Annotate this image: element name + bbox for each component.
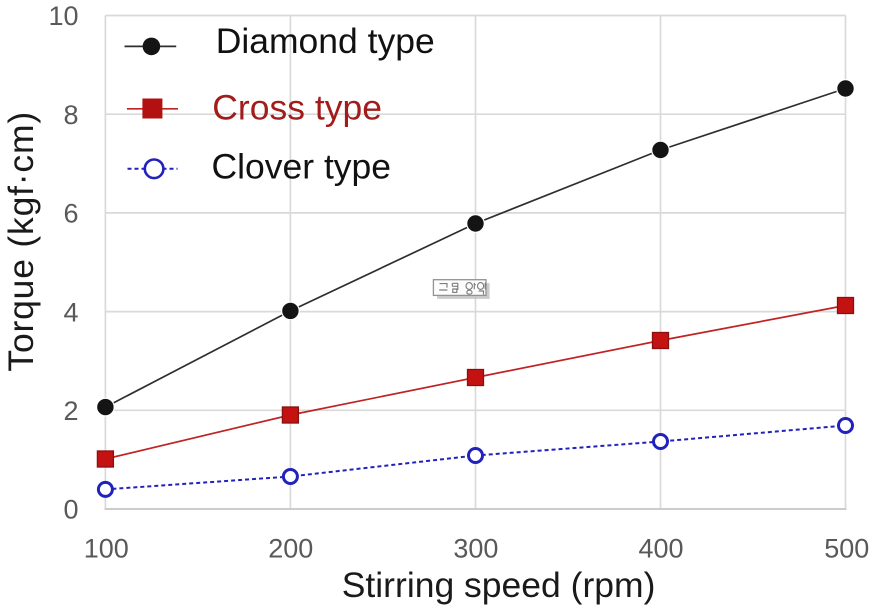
- svg-text:400: 400: [638, 534, 683, 564]
- svg-text:200: 200: [268, 534, 313, 564]
- svg-text:Stirring speed (rpm): Stirring speed (rpm): [342, 565, 656, 605]
- svg-text:Clover type: Clover type: [212, 147, 392, 187]
- svg-text:100: 100: [84, 534, 129, 564]
- svg-text:10: 10: [48, 1, 78, 31]
- svg-text:2: 2: [63, 396, 78, 426]
- svg-text:Cross type: Cross type: [212, 88, 382, 128]
- svg-text:Diamond type: Diamond type: [216, 21, 435, 61]
- svg-text:4: 4: [63, 297, 78, 327]
- svg-text:0: 0: [63, 495, 78, 525]
- svg-text:Torque (kgf·cm): Torque (kgf·cm): [1, 111, 41, 372]
- svg-text:8: 8: [63, 100, 78, 130]
- svg-text:500: 500: [824, 534, 869, 564]
- svg-text:300: 300: [453, 534, 498, 564]
- svg-text:6: 6: [63, 199, 78, 229]
